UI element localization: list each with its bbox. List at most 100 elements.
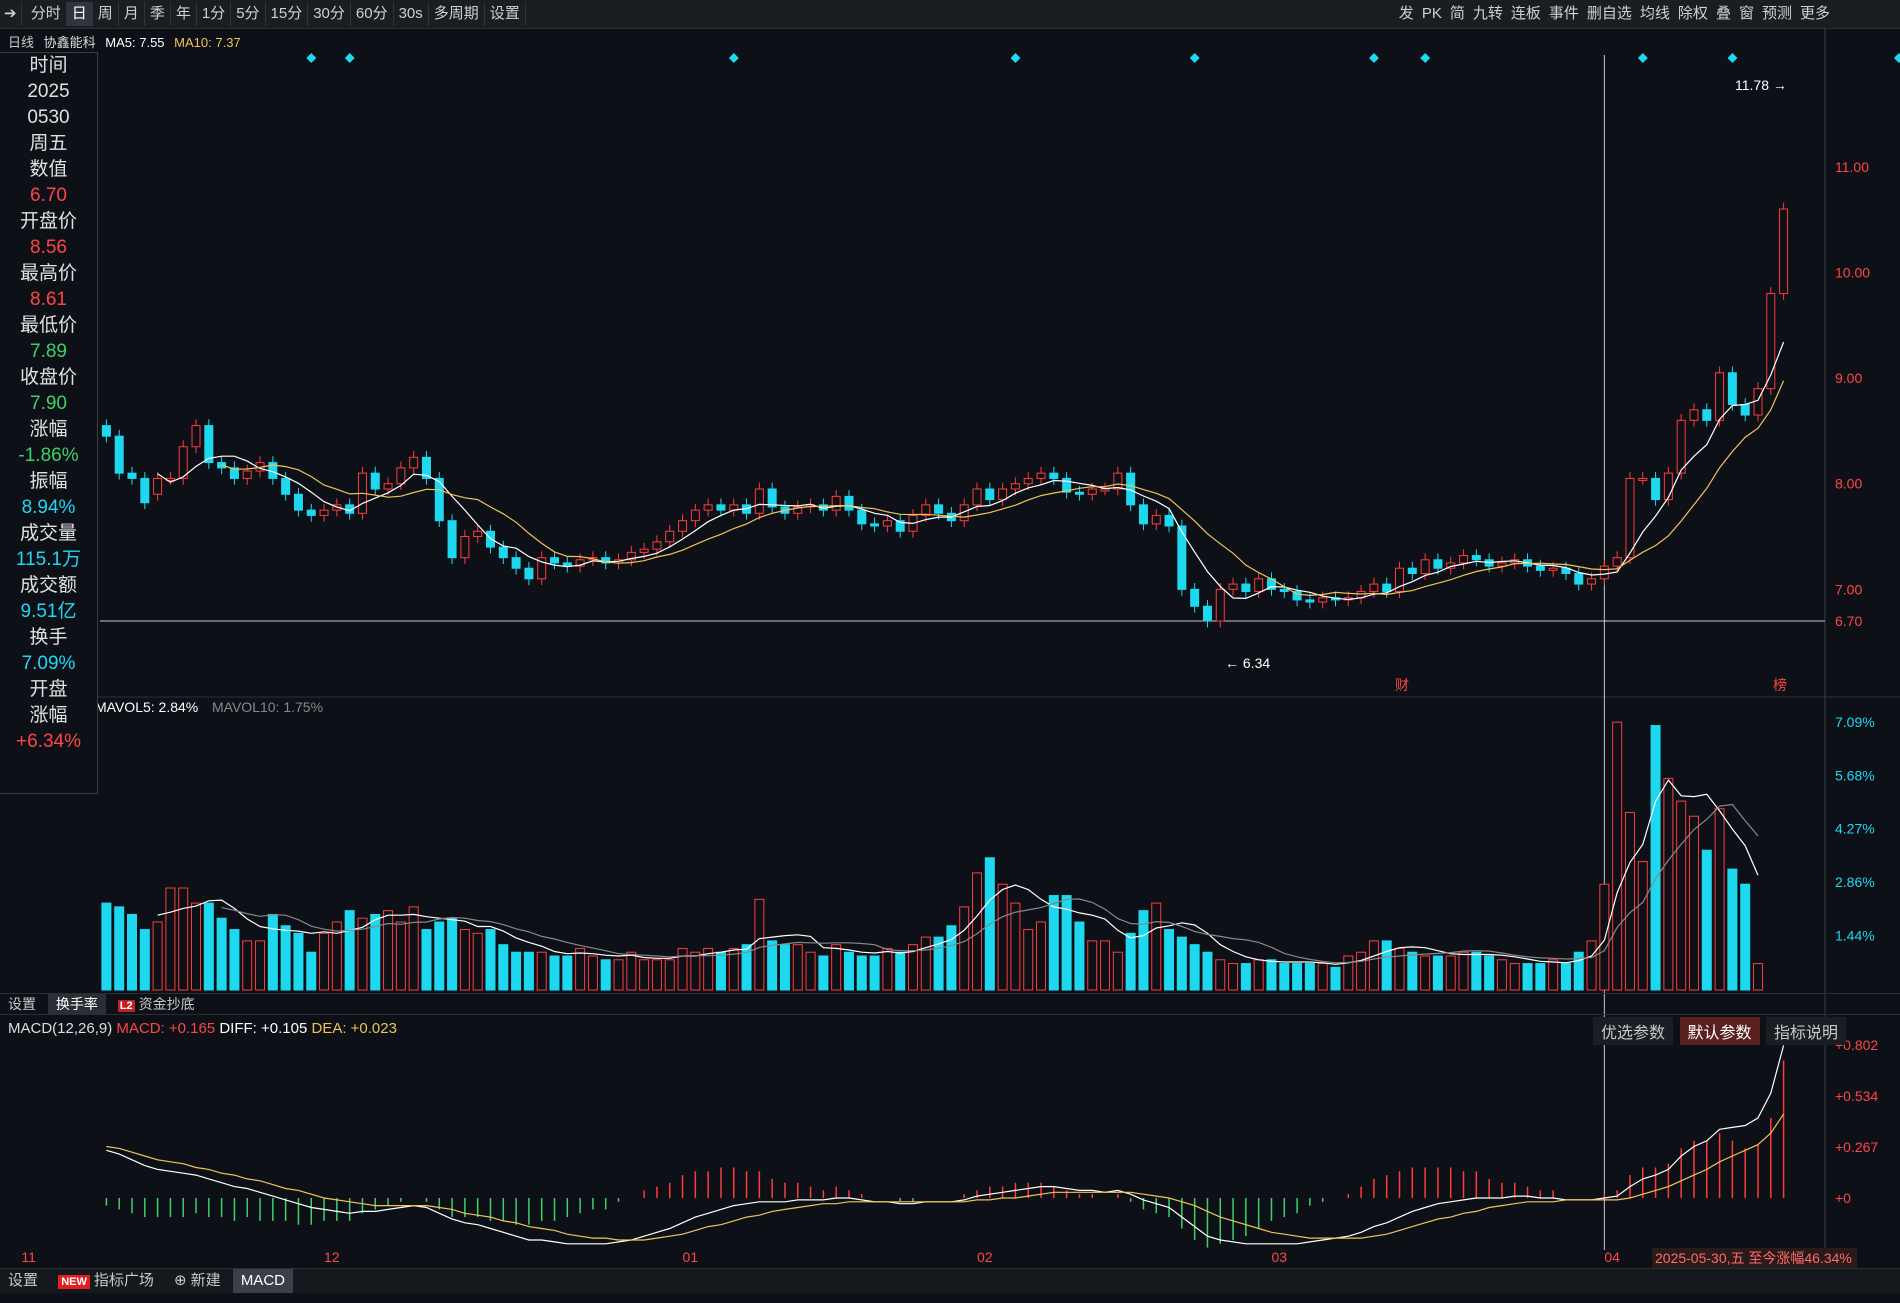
- volume-bar: [587, 955, 598, 991]
- candle-body: [1049, 472, 1059, 479]
- preferred-params-button[interactable]: 优选参数: [1593, 1017, 1674, 1045]
- candle-body: [550, 557, 560, 564]
- candle-body: [306, 509, 316, 516]
- candle-body: [1138, 504, 1148, 525]
- toolbar-right-item-5[interactable]: 事件: [1548, 5, 1579, 22]
- period-tab-8[interactable]: 15分: [266, 2, 309, 26]
- candle-body: [524, 567, 534, 580]
- bottom-settings[interactable]: 设置: [8, 1272, 39, 1289]
- new-indicator-button[interactable]: ⊕ 新建: [166, 1269, 229, 1293]
- info-row-1: 2025: [27, 81, 70, 102]
- mavol5-line: [157, 778, 1759, 965]
- volume-bar: [1612, 721, 1623, 991]
- period-tab-9[interactable]: 30分: [308, 2, 351, 26]
- stock-name[interactable]: 协鑫能科: [43, 35, 96, 50]
- candle-body: [1228, 583, 1238, 590]
- candle-body: [1100, 488, 1110, 492]
- default-params-button[interactable]: 默认参数: [1679, 1017, 1760, 1045]
- toolbar-right-item-7[interactable]: 均线: [1639, 5, 1670, 22]
- new-icon: ⊕: [174, 1272, 187, 1289]
- toolbar-right-item-0[interactable]: 发: [1398, 5, 1414, 22]
- volume-bar: [677, 947, 688, 991]
- volume-bar: [1599, 883, 1610, 991]
- toolbar-right-item-3[interactable]: 九转: [1472, 5, 1503, 22]
- period-tab-6[interactable]: 1分: [197, 2, 232, 26]
- candle-body: [191, 425, 201, 448]
- toolbar-right-item-10[interactable]: 窗: [1738, 5, 1754, 22]
- volume-bar: [1189, 944, 1200, 991]
- volume-bar: [1740, 883, 1751, 991]
- volume-bar: [114, 906, 125, 991]
- volume-bar: [728, 947, 739, 991]
- diff-line: [106, 1045, 1785, 1245]
- toolbar-right-item-2[interactable]: 简: [1449, 5, 1465, 22]
- candle-body: [1190, 588, 1200, 607]
- period-tab-7[interactable]: 5分: [231, 2, 266, 26]
- toolbar-right-item-12[interactable]: 更多: [1799, 5, 1830, 22]
- volume-bar: [1368, 940, 1379, 991]
- candle-body: [1459, 555, 1469, 564]
- tab-fund-bottom[interactable]: L2 资金抄底: [117, 996, 195, 1012]
- period-tab-11[interactable]: 30s: [394, 2, 429, 26]
- tab-turnover[interactable]: 换手率: [47, 994, 106, 1014]
- period-tab-5[interactable]: 年: [171, 2, 197, 26]
- macd-tab[interactable]: MACD: [232, 1269, 293, 1293]
- volume-bar: [306, 951, 317, 991]
- toolbar-right-item-6[interactable]: 删自选: [1586, 5, 1632, 22]
- dea-line: [106, 1113, 1785, 1241]
- period-tab-0[interactable]: 分时: [26, 2, 67, 26]
- toolbar-right-item-1[interactable]: PK: [1421, 5, 1442, 22]
- volume-bar: [843, 951, 854, 991]
- toolbar-right-item-4[interactable]: 连板: [1510, 5, 1541, 22]
- candle-body: [1548, 567, 1558, 571]
- status-range-bg: [1652, 1248, 1857, 1268]
- volume-bar: [229, 929, 240, 991]
- period-tab-10[interactable]: 60分: [351, 2, 394, 26]
- candle-body: [498, 546, 508, 559]
- info-row-16: 振幅: [29, 471, 68, 492]
- toolbar-right-item-9[interactable]: 叠: [1715, 5, 1731, 22]
- volume-bar: [1010, 902, 1021, 991]
- candle-body: [1740, 403, 1750, 416]
- candle-body: [1395, 567, 1405, 592]
- candle-body: [716, 504, 726, 511]
- back-arrow-icon[interactable]: ➔: [0, 2, 22, 26]
- volume-bar: [575, 947, 586, 991]
- candle-body: [1612, 557, 1622, 567]
- period-tab-3[interactable]: 月: [119, 2, 145, 26]
- candle-body: [831, 495, 841, 511]
- event-marker-9: [1893, 53, 1900, 63]
- volume-bar: [165, 887, 176, 991]
- candle-body: [114, 435, 124, 474]
- period-tab-13[interactable]: 设置: [485, 2, 526, 26]
- macd-tick-3: +0: [1835, 1190, 1851, 1206]
- volume-bar: [178, 887, 189, 991]
- info-row-10: 最低价: [19, 315, 77, 336]
- volume-bar: [972, 872, 983, 991]
- period-tab-4[interactable]: 季: [145, 2, 171, 26]
- toolbar-right-item-8[interactable]: 除权: [1677, 5, 1708, 22]
- volume-bar: [1138, 910, 1149, 991]
- candle-body: [1074, 491, 1084, 495]
- period-tab-2[interactable]: 周: [93, 2, 119, 26]
- candle-body: [1663, 472, 1673, 501]
- info-row-17: 8.94%: [21, 497, 76, 518]
- tab-settings[interactable]: 设置: [8, 996, 36, 1012]
- toolbar-right-item-11[interactable]: 预测: [1761, 5, 1792, 22]
- info-row-22: 换手: [29, 627, 68, 648]
- volume-bar: [1125, 932, 1136, 991]
- volume-bar: [1650, 725, 1661, 991]
- candle-body: [473, 530, 483, 538]
- info-row-21: 9.51亿: [20, 601, 77, 622]
- indicator-plaza-button[interactable]: NEW 指标广场: [50, 1269, 162, 1294]
- price-tick-0: 11.00: [1835, 159, 1869, 175]
- info-row-5: 6.70: [30, 185, 67, 206]
- period-tab-12[interactable]: 多周期: [429, 2, 485, 26]
- indicator-help-button[interactable]: 指标说明: [1765, 1017, 1846, 1045]
- volume-bar: [331, 921, 342, 991]
- period-tab-1[interactable]: 日: [66, 2, 93, 26]
- info-row-18: 成交量: [19, 523, 77, 544]
- volume-bar: [139, 929, 150, 991]
- info-row-13: 7.90: [30, 393, 67, 414]
